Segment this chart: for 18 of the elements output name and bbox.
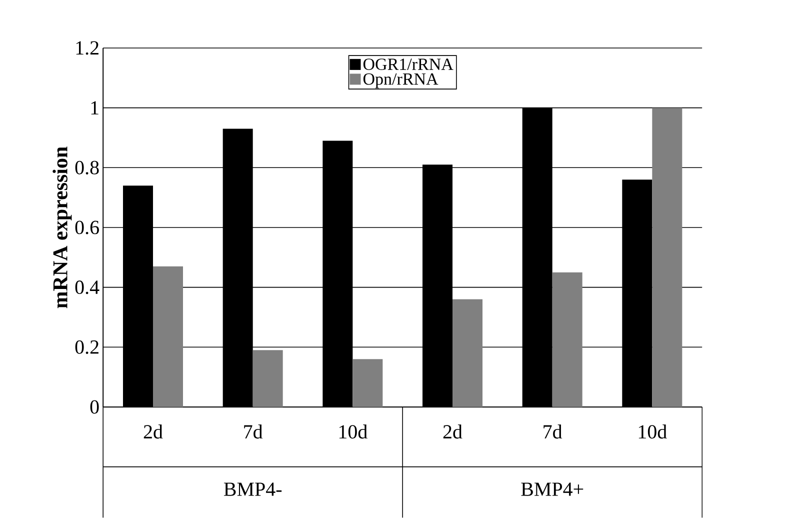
- y-tick-label: 0.4: [75, 280, 100, 294]
- y-tick-label: 0.2: [75, 340, 98, 354]
- legend-label: OGR1/rRNA: [363, 58, 454, 70]
- y-tick-label: 1: [91, 101, 98, 114]
- legend-label: Opn/rRNA: [363, 73, 438, 88]
- y-axis-title: mRNA expression: [52, 146, 72, 308]
- text: BMP4-: [224, 482, 282, 496]
- y-tick-label: 0: [90, 400, 99, 414]
- x-tick-label: 10d: [638, 424, 667, 439]
- x-tick-label: 7d: [544, 424, 562, 439]
- y-tick-label: 0.6: [75, 220, 99, 234]
- x-tick-label: 7d: [244, 424, 263, 439]
- y-tick-label: 1.2: [76, 41, 98, 55]
- x-tick-label: 2d: [443, 424, 462, 439]
- x-tick-label: 10d: [339, 424, 368, 439]
- y-tick-label: 0.8: [75, 160, 99, 174]
- x-tick-label: 2d: [144, 424, 163, 439]
- text: BMP4+: [521, 482, 584, 496]
